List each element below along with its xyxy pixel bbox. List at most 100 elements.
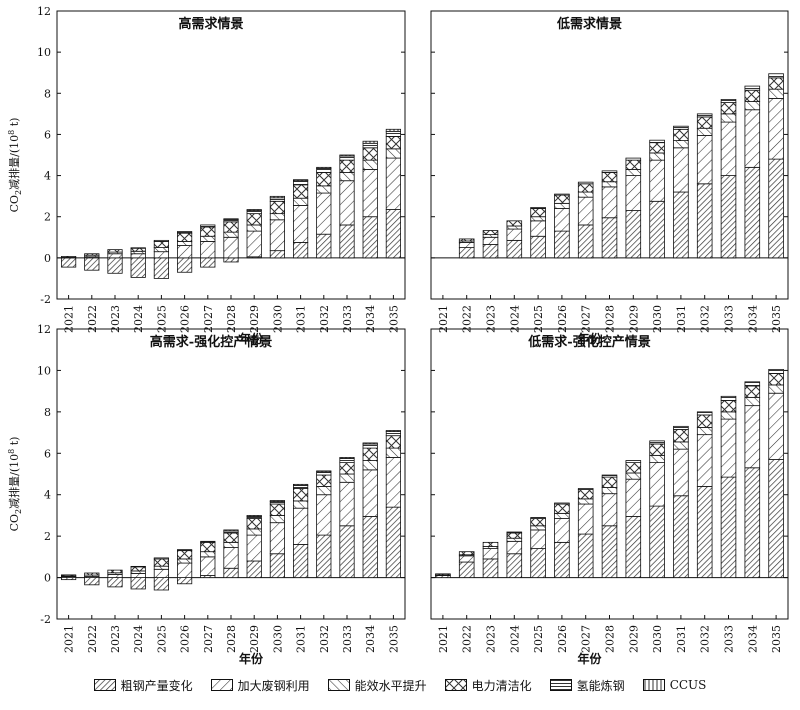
bar-segment-4 bbox=[293, 488, 309, 502]
bar-stack-2024 bbox=[130, 247, 146, 278]
bar-stack-2029 bbox=[246, 209, 262, 259]
bar-segment-1 bbox=[768, 158, 784, 259]
bar-segment-5 bbox=[744, 381, 761, 387]
bar-segment-3 bbox=[316, 486, 332, 496]
bar-segment-4 bbox=[177, 232, 193, 242]
bar-stack-2022 bbox=[84, 572, 100, 586]
bar-segment-2 bbox=[269, 219, 285, 252]
bar-segment-4 bbox=[246, 213, 262, 226]
y-tick-label: 6 bbox=[44, 447, 51, 460]
x-tick-label: 2033 bbox=[341, 625, 354, 653]
bar-segment-1 bbox=[293, 242, 309, 259]
bar-segment-4 bbox=[435, 573, 451, 576]
bar-segment-4 bbox=[293, 184, 309, 199]
bar-stack-2021 bbox=[435, 573, 451, 578]
x-axis-title: 年份 bbox=[239, 331, 264, 346]
x-tick-label: 2031 bbox=[675, 625, 688, 653]
bar-segment-6 bbox=[362, 140, 378, 144]
bar-segment-6 bbox=[339, 154, 355, 157]
x-tick-label: 2033 bbox=[723, 625, 736, 653]
bar-segment-1 bbox=[649, 200, 665, 259]
panel-title: 低需求情景 bbox=[556, 16, 622, 32]
bar-segment-3 bbox=[625, 472, 642, 480]
bar-segment-5 bbox=[339, 458, 355, 464]
bar-stack-2033 bbox=[720, 99, 737, 259]
bar-segment-4 bbox=[339, 462, 355, 475]
bar-segment-1 bbox=[696, 183, 713, 259]
bar-segment-4 bbox=[482, 541, 499, 547]
bar-segment-2 bbox=[293, 507, 309, 545]
x-axis-title: 年份 bbox=[577, 651, 602, 666]
bar-stack-2022 bbox=[84, 253, 100, 271]
bar-stack-2031 bbox=[293, 483, 309, 578]
bar-segment-4 bbox=[601, 476, 618, 488]
bar-segment-3 bbox=[577, 498, 594, 505]
bar-segment-6 bbox=[223, 529, 239, 532]
y-axis-title: CO2减排量/(108 t) bbox=[7, 118, 23, 213]
bar-segment-3 bbox=[649, 152, 665, 161]
bar-segment-4 bbox=[107, 569, 123, 574]
bar-segment-2 bbox=[625, 478, 642, 517]
bar-segment-4 bbox=[107, 249, 123, 253]
bar-segment-1 bbox=[61, 257, 77, 268]
bar-segment-5 bbox=[293, 180, 309, 186]
x-tick-label: 2029 bbox=[248, 305, 261, 333]
bar-segment-3 bbox=[530, 216, 546, 222]
bar-segment-2 bbox=[506, 540, 523, 555]
bar-stack-2027 bbox=[200, 540, 216, 578]
bar-stack-2025 bbox=[153, 557, 169, 591]
bar-segment-5 bbox=[339, 155, 355, 161]
legend-swatch bbox=[444, 679, 467, 691]
x-tick-label: 2033 bbox=[341, 305, 354, 333]
bar-segment-1 bbox=[316, 233, 332, 259]
legend-label: CCUS bbox=[669, 678, 707, 692]
bar-segment-4 bbox=[458, 551, 475, 556]
bar-segment-1 bbox=[130, 577, 146, 590]
bar-segment-3 bbox=[339, 473, 355, 483]
bar-stack-2032 bbox=[696, 113, 713, 259]
bar-segment-4 bbox=[768, 373, 784, 386]
bar-segment-2 bbox=[649, 462, 665, 507]
x-tick-label: 2022 bbox=[461, 625, 474, 653]
bar-segment-4 bbox=[177, 550, 193, 560]
bar-segment-4 bbox=[601, 172, 618, 183]
y-tick-label: 4 bbox=[44, 170, 51, 183]
bar-segment-1 bbox=[625, 210, 642, 259]
bar-segment-2 bbox=[177, 245, 193, 259]
x-tick-label: 2027 bbox=[202, 625, 215, 653]
bar-segment-2 bbox=[362, 168, 378, 218]
legend-label: 加大废钢利用 bbox=[237, 678, 310, 693]
bar-stack-2032 bbox=[316, 470, 332, 578]
x-tick-label: 2025 bbox=[155, 625, 168, 653]
bar-segment-4 bbox=[362, 147, 378, 161]
legend-item-4: 电力清洁化 bbox=[444, 677, 532, 694]
bar-stack-2029 bbox=[246, 515, 262, 578]
bar-segment-6 bbox=[269, 500, 285, 502]
bar-segment-3 bbox=[744, 396, 761, 407]
bar-stack-2026 bbox=[177, 549, 193, 585]
legend-swatch bbox=[210, 679, 233, 691]
bar-segment-5 bbox=[153, 239, 169, 242]
bar-segment-5 bbox=[269, 197, 285, 202]
bar-segment-2 bbox=[601, 186, 618, 219]
chart-panel-2: 2021 2022 2023 2024 2025 2026 2027 2028 2029 2030… bbox=[430, 10, 789, 346]
bar-segment-2 bbox=[107, 253, 123, 259]
bar-segment-3 bbox=[625, 168, 642, 176]
bar-segment-5 bbox=[720, 99, 737, 103]
bar-segment-1 bbox=[107, 257, 123, 274]
x-tick-label: 2029 bbox=[248, 625, 261, 653]
bar-segment-2 bbox=[458, 242, 475, 248]
bar-segment-4 bbox=[625, 462, 642, 474]
bar-segment-1 bbox=[530, 548, 546, 578]
bar-segment-4 bbox=[223, 221, 239, 233]
bar-stack-2033 bbox=[339, 154, 355, 259]
x-tick-label: 2026 bbox=[556, 625, 569, 653]
bar-stack-2033 bbox=[720, 395, 737, 578]
bar-stack-2030 bbox=[649, 440, 665, 578]
bar-segment-4 bbox=[246, 518, 262, 530]
panel-title: 高需求-强化控产情景 bbox=[150, 334, 272, 350]
bar-segment-4 bbox=[84, 253, 100, 256]
bar-segment-1 bbox=[362, 216, 378, 259]
bar-segment-3 bbox=[223, 541, 239, 548]
bar-segment-1 bbox=[530, 235, 546, 259]
